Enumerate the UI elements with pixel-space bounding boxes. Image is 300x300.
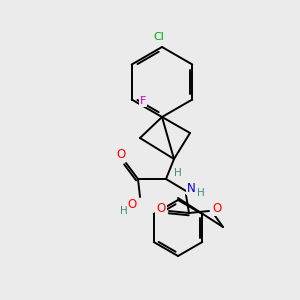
Text: H: H — [174, 168, 182, 178]
Text: N: N — [187, 182, 195, 194]
Text: O: O — [212, 202, 222, 215]
Text: Cl: Cl — [154, 32, 164, 42]
Text: O: O — [156, 202, 166, 215]
Text: H: H — [120, 206, 128, 216]
Text: O: O — [116, 148, 126, 161]
Text: H: H — [197, 188, 205, 198]
Text: F: F — [140, 97, 146, 106]
Text: O: O — [128, 199, 136, 212]
